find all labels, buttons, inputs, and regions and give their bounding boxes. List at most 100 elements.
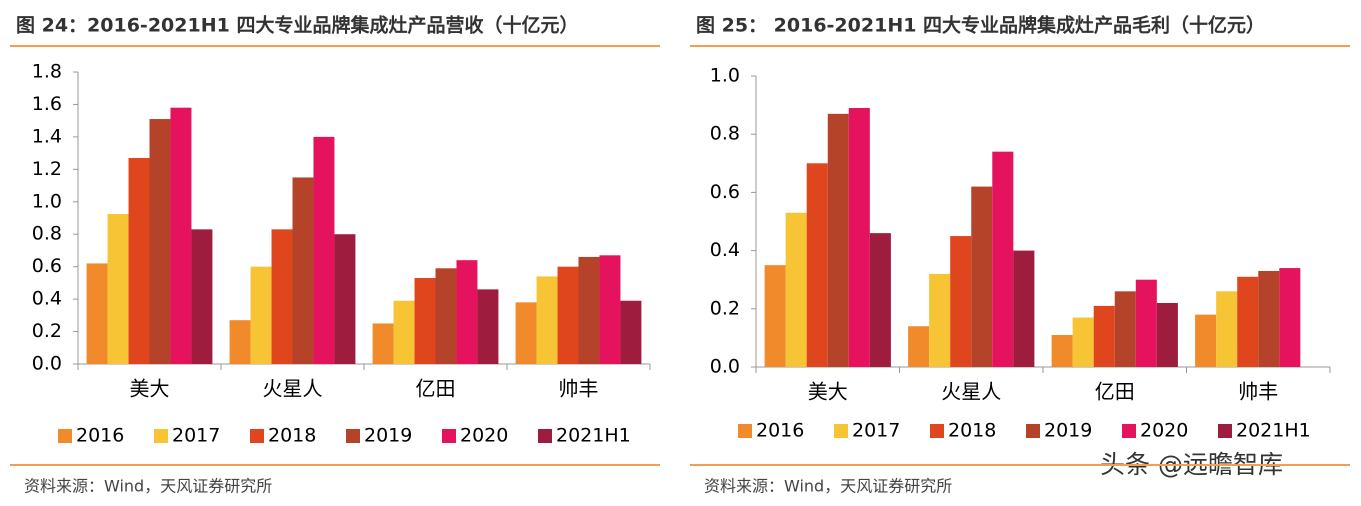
legend-swatch bbox=[1122, 424, 1136, 438]
y-tick-label: 1.4 bbox=[32, 125, 62, 147]
bar bbox=[929, 273, 951, 367]
bar bbox=[536, 276, 558, 364]
legend-swatch bbox=[930, 424, 944, 438]
legend-swatch bbox=[154, 429, 168, 443]
bar bbox=[515, 302, 537, 364]
y-tick-label: 0.6 bbox=[32, 255, 62, 277]
x-tick-label: 帅丰 bbox=[559, 377, 599, 401]
legend-label: 2018 bbox=[948, 420, 996, 442]
y-tick-label: 1.2 bbox=[32, 158, 62, 180]
y-tick-label: 1.8 bbox=[32, 61, 62, 83]
bar bbox=[477, 289, 499, 364]
legend-swatch bbox=[738, 424, 752, 438]
bar bbox=[827, 113, 849, 367]
bar bbox=[1072, 317, 1094, 367]
legend-label: 2021H1 bbox=[1236, 420, 1311, 442]
bar bbox=[1195, 314, 1217, 367]
legend-swatch bbox=[1218, 424, 1232, 438]
bar bbox=[1258, 270, 1280, 367]
y-tick-label: 0.4 bbox=[710, 239, 740, 261]
bar bbox=[128, 157, 150, 364]
legend-swatch bbox=[346, 429, 360, 443]
bar bbox=[86, 263, 108, 364]
bar bbox=[1013, 250, 1035, 367]
y-tick-label: 0.4 bbox=[32, 288, 62, 310]
bar bbox=[456, 260, 478, 364]
bar bbox=[599, 255, 621, 364]
chart-title: 图 24：2016-2021H1 四大专业品牌集成灶产品营收（十亿元） bbox=[16, 14, 578, 37]
legend-label: 2016 bbox=[76, 425, 124, 447]
bar bbox=[1051, 334, 1073, 367]
y-tick-label: 0.2 bbox=[32, 320, 62, 342]
legend-label: 2020 bbox=[460, 425, 508, 447]
bar bbox=[578, 256, 600, 364]
legend-label: 2016 bbox=[756, 420, 804, 442]
legend-swatch bbox=[442, 429, 456, 443]
bar bbox=[107, 213, 129, 364]
bar bbox=[908, 326, 930, 367]
bar bbox=[372, 323, 394, 364]
y-tick-label: 1.6 bbox=[32, 93, 62, 115]
legend-swatch bbox=[58, 429, 72, 443]
bar bbox=[149, 119, 171, 365]
x-tick-label: 火星人 bbox=[263, 377, 323, 401]
legend-label: 2021H1 bbox=[556, 425, 631, 447]
x-tick-label: 火星人 bbox=[941, 380, 1001, 404]
chart-title: 图 25： 2016-2021H1 四大专业品牌集成灶产品毛利（十亿元） bbox=[696, 14, 1265, 37]
bar bbox=[229, 320, 251, 364]
y-tick-label: 1.0 bbox=[32, 190, 62, 212]
y-tick-label: 0.6 bbox=[710, 181, 740, 203]
x-tick-label: 亿田 bbox=[416, 377, 456, 401]
x-tick-label: 帅丰 bbox=[1238, 380, 1278, 404]
legend-swatch bbox=[538, 429, 552, 443]
bar bbox=[806, 163, 828, 367]
legend-label: 2019 bbox=[1044, 420, 1092, 442]
y-tick-label: 0.0 bbox=[32, 353, 62, 375]
legend-label: 2017 bbox=[172, 425, 220, 447]
bar bbox=[992, 151, 1014, 367]
bar bbox=[971, 186, 993, 367]
source: 资料来源：Wind，天风证券研究所 bbox=[704, 477, 952, 496]
x-tick-label: 美大 bbox=[130, 377, 170, 401]
bar bbox=[1114, 291, 1136, 367]
bar bbox=[271, 229, 293, 364]
legend-label: 2019 bbox=[364, 425, 412, 447]
bar bbox=[191, 229, 213, 364]
bar bbox=[557, 266, 579, 364]
bar bbox=[1279, 268, 1301, 367]
bar bbox=[435, 268, 457, 364]
bar bbox=[414, 278, 436, 364]
bar bbox=[292, 177, 314, 364]
y-tick-label: 0.2 bbox=[710, 297, 740, 319]
bar bbox=[869, 233, 891, 367]
legend-swatch bbox=[1026, 424, 1040, 438]
bar bbox=[1135, 279, 1157, 367]
legend-swatch bbox=[250, 429, 264, 443]
bar bbox=[1156, 302, 1178, 367]
y-tick-label: 0.0 bbox=[710, 356, 740, 378]
bar bbox=[1093, 305, 1115, 367]
bar bbox=[950, 236, 972, 367]
y-tick-label: 0.8 bbox=[710, 123, 740, 145]
bar bbox=[250, 266, 272, 364]
legend-label: 2018 bbox=[268, 425, 316, 447]
bar bbox=[620, 300, 642, 364]
legend-label: 2017 bbox=[852, 420, 900, 442]
x-tick-label: 美大 bbox=[808, 380, 848, 404]
y-tick-label: 1.0 bbox=[710, 65, 740, 87]
y-tick-label: 0.8 bbox=[32, 223, 62, 245]
source: 资料来源：Wind，天风证券研究所 bbox=[24, 477, 272, 496]
bar bbox=[170, 107, 192, 364]
legend-swatch bbox=[834, 424, 848, 438]
bar bbox=[764, 265, 786, 367]
bar bbox=[1237, 276, 1259, 367]
bar bbox=[848, 108, 870, 367]
bar bbox=[313, 136, 335, 364]
x-tick-label: 亿田 bbox=[1095, 380, 1135, 404]
bar bbox=[785, 212, 807, 367]
legend-label: 2020 bbox=[1140, 420, 1188, 442]
bar bbox=[1216, 291, 1238, 367]
bar bbox=[393, 300, 415, 364]
bar bbox=[334, 234, 356, 364]
